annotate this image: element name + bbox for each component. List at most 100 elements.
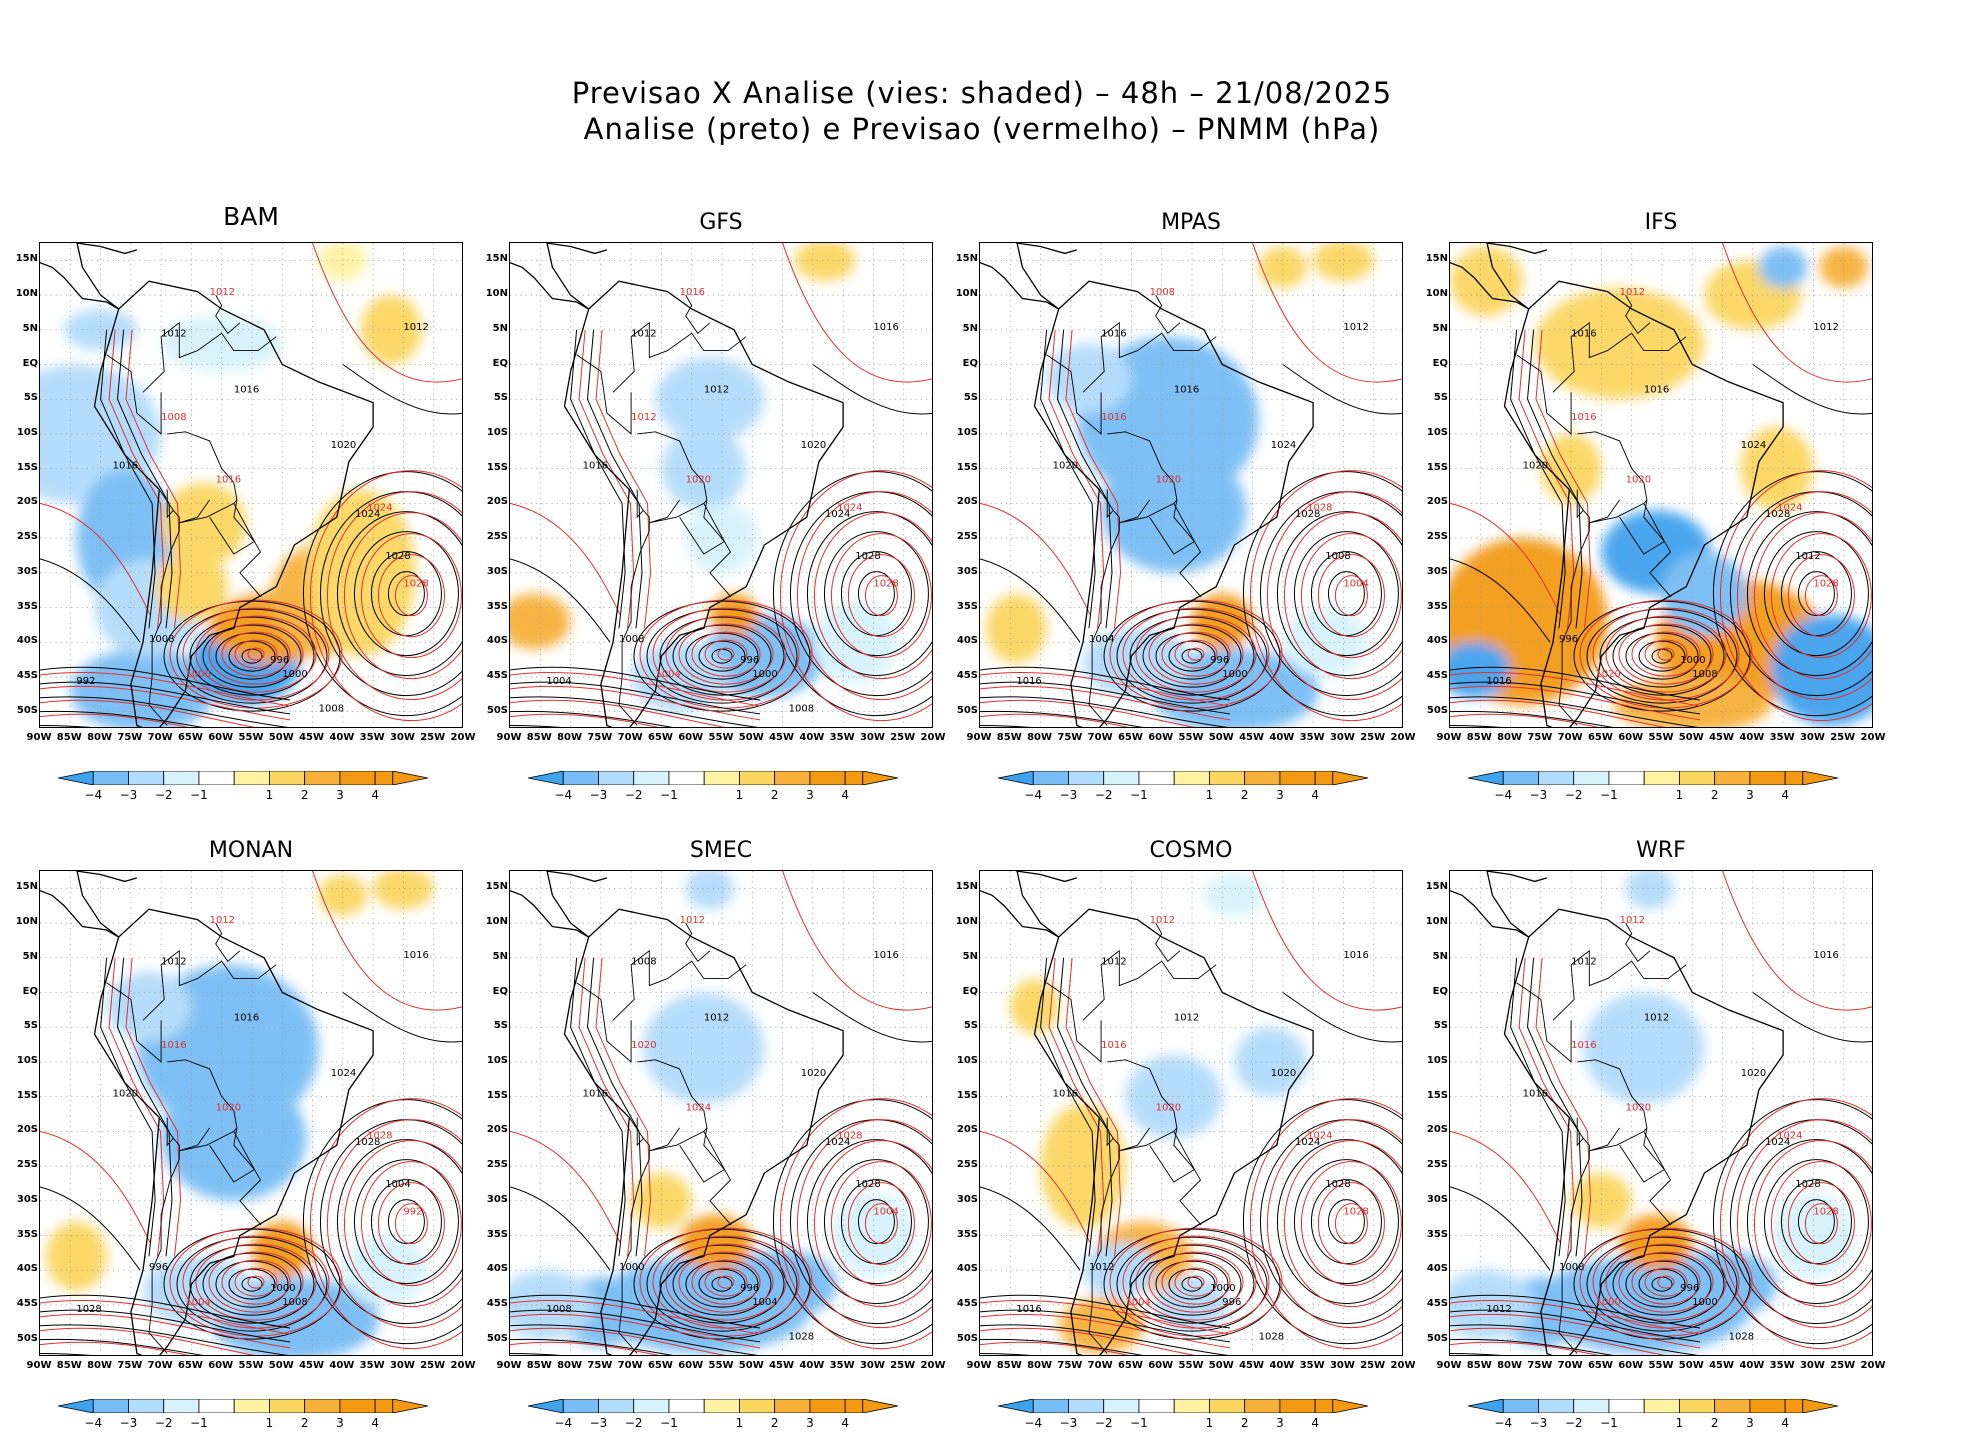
map-canvas: 1016101210161020102410281012996100010081… [1450, 243, 1872, 727]
country-borders [576, 294, 747, 726]
coastline [1450, 871, 1784, 1355]
longitude-label: 20W [1860, 732, 1886, 743]
colorbar-label: −4 [554, 788, 573, 802]
latitude-label: 35S [1426, 600, 1448, 612]
colorbar-label: −2 [1564, 788, 1583, 802]
analysis-isobar-label: 1008 [1692, 669, 1717, 680]
bias-patch [161, 1075, 307, 1201]
map-monan: 1012 1016 1016 1020 1024 1028 1004 996 1000 1008 1… [39, 870, 463, 1356]
colorbar-label: −2 [1564, 1416, 1583, 1430]
bias-patch [46, 1221, 107, 1292]
forecast-isobar-label: 1024 [1777, 502, 1802, 513]
latitude-label: 10S [956, 426, 978, 438]
colorbar-swatch [1209, 1399, 1246, 1413]
latitude-label: 5N [962, 950, 978, 962]
longitude-label: 65W [1587, 732, 1613, 743]
map-cosmo: 1012 1016 1012 1016 1020 1024 1028 1012 1000 996 1… [979, 870, 1403, 1356]
analysis-isobar-label: 1028 [76, 1304, 101, 1315]
longitude-label: 45W [1239, 732, 1265, 743]
forecast-isobar-label: 1008 [1150, 287, 1175, 298]
analysis-isobar-label: 1028 [1765, 509, 1790, 520]
longitude-label: 50W [1208, 1360, 1234, 1371]
longitude-label: 40W [799, 1360, 825, 1371]
colorbar-label: −1 [1600, 788, 1618, 802]
analysis-isobar-label: 1000 [752, 669, 777, 680]
longitude-label: 35W [829, 732, 855, 743]
latitude-label: EQ [492, 985, 508, 997]
forecast-isobar-label: 1020 [1626, 1103, 1651, 1114]
bias-shading [510, 243, 898, 712]
forecast-isobar-label: 1004 [185, 1297, 210, 1308]
latitude-label: 25S [486, 531, 508, 543]
panel-title: MPAS [1161, 210, 1221, 235]
longitude-label: 80W [1497, 732, 1523, 743]
analysis-isobar-label: 1020 [1523, 461, 1548, 472]
longitude-label: 50W [268, 1360, 294, 1371]
colorbar-swatch [1573, 1399, 1610, 1413]
bias-patch [812, 600, 898, 684]
colorbar-swatch [304, 1399, 341, 1413]
latitude-label: 5N [22, 950, 38, 962]
analysis-isobar-label: 1020 [801, 440, 826, 451]
forecast-isobar-label: 1004 [655, 669, 680, 680]
longitude-label: 90W [26, 732, 52, 743]
latitude-label: 35S [956, 600, 978, 612]
longitude-label: 50W [1678, 1360, 1704, 1371]
bias-patch [161, 482, 246, 566]
bias-patch [1668, 1249, 1778, 1319]
longitude-label: 50W [268, 732, 294, 743]
bias-patch [1771, 614, 1872, 726]
isobar-contours [980, 871, 1402, 1355]
colorbar-label: 4 [1781, 1416, 1789, 1430]
bias-patch [1819, 246, 1868, 289]
contour-labels: 1012 1016 1016 1020 1024 1028 1004 996 1000 1008 1… [76, 915, 429, 1315]
analysis-isobar-label: 1012 [1644, 1012, 1669, 1023]
colorbar-swatch [1138, 1399, 1175, 1413]
colorbar-swatch [269, 771, 306, 785]
forecast-isobar-label: 1016 [161, 1040, 186, 1051]
longitude-label: 35W [1769, 1360, 1795, 1371]
analysis-isobar-label: 1028 [1295, 509, 1320, 520]
forecast-isobar-label: 1016 [680, 287, 705, 298]
latitude-label: 45S [956, 669, 978, 681]
colorbar-swatch [1749, 1399, 1786, 1413]
longitude-label: 35W [1769, 732, 1795, 743]
panel-title: WRF [1636, 838, 1686, 863]
forecast-isobar-label: 1016 [1101, 412, 1126, 423]
analysis-isobar-label: 1028 [1259, 1332, 1284, 1343]
longitude-label: 45W [769, 732, 795, 743]
forecast-isobar-label: 1020 [1595, 669, 1620, 680]
panel-smec: SMEC 1008 1016 1012 1016 1020 1024 1028 1000 996 1… [470, 838, 946, 1430]
forecast-isobar-label: 1020 [1156, 475, 1181, 486]
bias-shading [1010, 874, 1308, 1354]
longitude-label: 45W [299, 732, 325, 743]
colorbar-label: 1 [1205, 1416, 1214, 1430]
forecast-isobar-label: 1012 [210, 915, 235, 926]
colorbar-swatch [562, 1399, 599, 1413]
longitude-label: 60W [1148, 732, 1174, 743]
analysis-isobar-label: 1008 [631, 957, 656, 968]
latitude-label: 15N [955, 253, 978, 265]
latitude-label: 15S [486, 1089, 508, 1101]
analysis-isobar-label: 1000 [270, 1283, 295, 1294]
bias-patch [318, 874, 368, 917]
analysis-isobar-label: 1004 [752, 1297, 777, 1308]
latitude-label: 15N [485, 253, 508, 265]
latitude-label: 15N [485, 881, 508, 893]
latitude-label: 25S [16, 531, 38, 543]
bias-patch [64, 308, 137, 351]
bias-shading [986, 243, 1374, 727]
coastline [510, 243, 844, 727]
latitude-label: 15S [956, 461, 978, 473]
contour-labels: 1012 1016 1012 1016 1020 1024 1028 1012 1000 996 1… [1016, 915, 1369, 1343]
colorbar-label: 1 [735, 1416, 744, 1430]
colorbar-swatch [703, 771, 740, 785]
colorbar-swatch [1679, 771, 1716, 785]
latitude-label: 50S [486, 1332, 508, 1344]
forecast-isobar-label: 1000 [1595, 1297, 1620, 1308]
latitude-label: 45S [16, 669, 38, 681]
analysis-isobar-label: 1012 [1089, 1262, 1114, 1273]
forecast-isobar-label: 1012 [1620, 915, 1645, 926]
bias-patch [1758, 246, 1808, 289]
longitude-label: 70W [1557, 732, 1583, 743]
